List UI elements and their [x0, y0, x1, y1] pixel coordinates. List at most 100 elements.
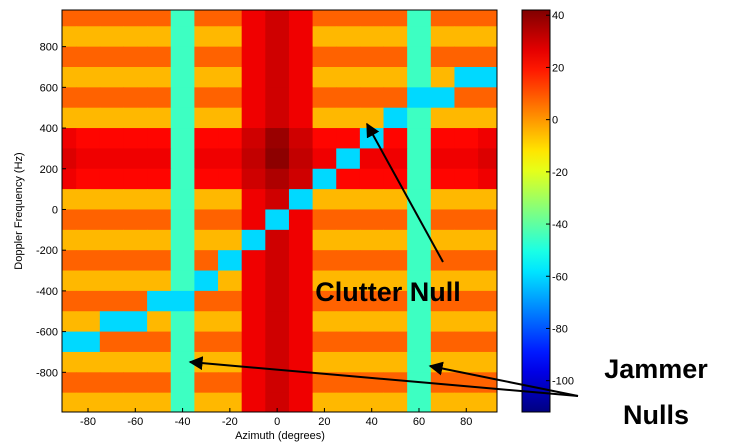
- heatmap-cell: [194, 168, 219, 190]
- heatmap-cell: [454, 168, 479, 190]
- heatmap: [62, 10, 497, 412]
- heatmap-cell: [454, 250, 479, 272]
- heatmap-cell: [241, 26, 266, 48]
- heatmap-cell: [99, 66, 124, 88]
- heatmap-cell: [218, 229, 243, 251]
- heatmap-cell: [123, 270, 148, 292]
- heatmap-cell: [383, 270, 408, 292]
- heatmap-cell: [407, 270, 432, 292]
- heatmap-cell: [312, 392, 337, 412]
- heatmap-cell: [123, 66, 148, 88]
- heatmap-cell: [383, 209, 408, 231]
- heatmap-cell: [312, 107, 337, 129]
- heatmap-cell: [147, 107, 172, 129]
- heatmap-cell: [336, 331, 361, 353]
- heatmap-cell: [62, 87, 77, 109]
- heatmap-cell: [430, 290, 455, 312]
- heatmap-cell: [478, 351, 497, 373]
- heatmap-cell: [265, 229, 290, 251]
- heatmap-cell: [407, 107, 432, 129]
- x-tick-label: -60: [127, 416, 143, 428]
- heatmap-cell: [123, 107, 148, 129]
- heatmap-cell: [147, 148, 172, 170]
- heatmap-cell: [407, 10, 432, 27]
- heatmap-cell: [288, 26, 314, 48]
- heatmap-cell: [76, 290, 101, 312]
- heatmap-cell: [383, 311, 408, 333]
- heatmap-cell: [288, 148, 314, 170]
- heatmap-cell: [241, 392, 266, 412]
- heatmap-cell: [241, 46, 266, 68]
- heatmap-cell: [62, 270, 77, 292]
- heatmap-cell: [76, 46, 101, 68]
- heatmap-cell: [454, 311, 479, 333]
- heatmap-cell: [123, 168, 148, 190]
- heatmap-cell: [194, 270, 219, 292]
- heatmap-cell: [430, 66, 455, 88]
- heatmap-cell: [123, 148, 148, 170]
- heatmap-cell: [123, 311, 148, 333]
- heatmap-cell: [383, 128, 408, 149]
- heatmap-cell: [147, 290, 172, 312]
- heatmap-cell: [478, 87, 497, 109]
- heatmap-cell: [407, 229, 432, 251]
- heatmap-cell: [454, 107, 479, 129]
- heatmap-cell: [336, 189, 361, 210]
- heatmap-cell: [265, 209, 290, 231]
- heatmap-cell: [170, 46, 195, 68]
- heatmap-cell: [99, 331, 124, 353]
- heatmap-cell: [265, 250, 290, 272]
- heatmap-cell: [312, 290, 337, 312]
- heatmap-cell: [312, 66, 337, 88]
- heatmap-cell: [265, 26, 290, 48]
- x-tick-label: -20: [222, 416, 238, 428]
- colorbar-tick-label: 20: [552, 62, 564, 74]
- heatmap-cell: [383, 372, 408, 394]
- heatmap-cell: [383, 26, 408, 48]
- heatmap-cell: [336, 209, 361, 231]
- heatmap-cell: [265, 331, 290, 353]
- heatmap-cell: [123, 331, 148, 353]
- heatmap-cell: [454, 392, 479, 412]
- heatmap-cell: [99, 229, 124, 251]
- heatmap-cell: [62, 46, 77, 68]
- heatmap-cell: [312, 189, 337, 210]
- heatmap-cell: [265, 392, 290, 412]
- heatmap-cell: [265, 372, 290, 394]
- x-tick-label: -80: [80, 416, 96, 428]
- heatmap-cell: [218, 87, 243, 109]
- heatmap-cell: [478, 107, 497, 129]
- heatmap-cell: [147, 128, 172, 149]
- heatmap-cell: [123, 250, 148, 272]
- heatmap-cell: [407, 87, 432, 109]
- heatmap-cell: [383, 229, 408, 251]
- heatmap-cell: [194, 46, 219, 68]
- heatmap-cell: [478, 270, 497, 292]
- heatmap-cell: [76, 26, 101, 48]
- x-tick-label: -40: [175, 416, 191, 428]
- heatmap-cell: [288, 229, 314, 251]
- heatmap-cell: [288, 168, 314, 190]
- heatmap-cell: [359, 311, 385, 333]
- heatmap-cell: [170, 148, 195, 170]
- y-tick-label: 800: [40, 42, 58, 54]
- heatmap-cell: [336, 168, 361, 190]
- heatmap-cell: [359, 290, 385, 312]
- heatmap-cell: [76, 189, 101, 210]
- heatmap-cell: [265, 128, 290, 149]
- heatmap-cell: [147, 26, 172, 48]
- heatmap-cell: [170, 209, 195, 231]
- heatmap-cell: [218, 46, 243, 68]
- heatmap-cell: [62, 10, 77, 27]
- heatmap-cell: [336, 10, 361, 27]
- heatmap-cell: [218, 168, 243, 190]
- heatmap-cell: [478, 331, 497, 353]
- heatmap-cell: [407, 168, 432, 190]
- heatmap-cell: [99, 107, 124, 129]
- heatmap-cell: [241, 128, 266, 149]
- heatmap-cell: [99, 311, 124, 333]
- heatmap-cell: [359, 46, 385, 68]
- heatmap-cell: [265, 107, 290, 129]
- heatmap-cell: [76, 311, 101, 333]
- heatmap-cell: [359, 209, 385, 231]
